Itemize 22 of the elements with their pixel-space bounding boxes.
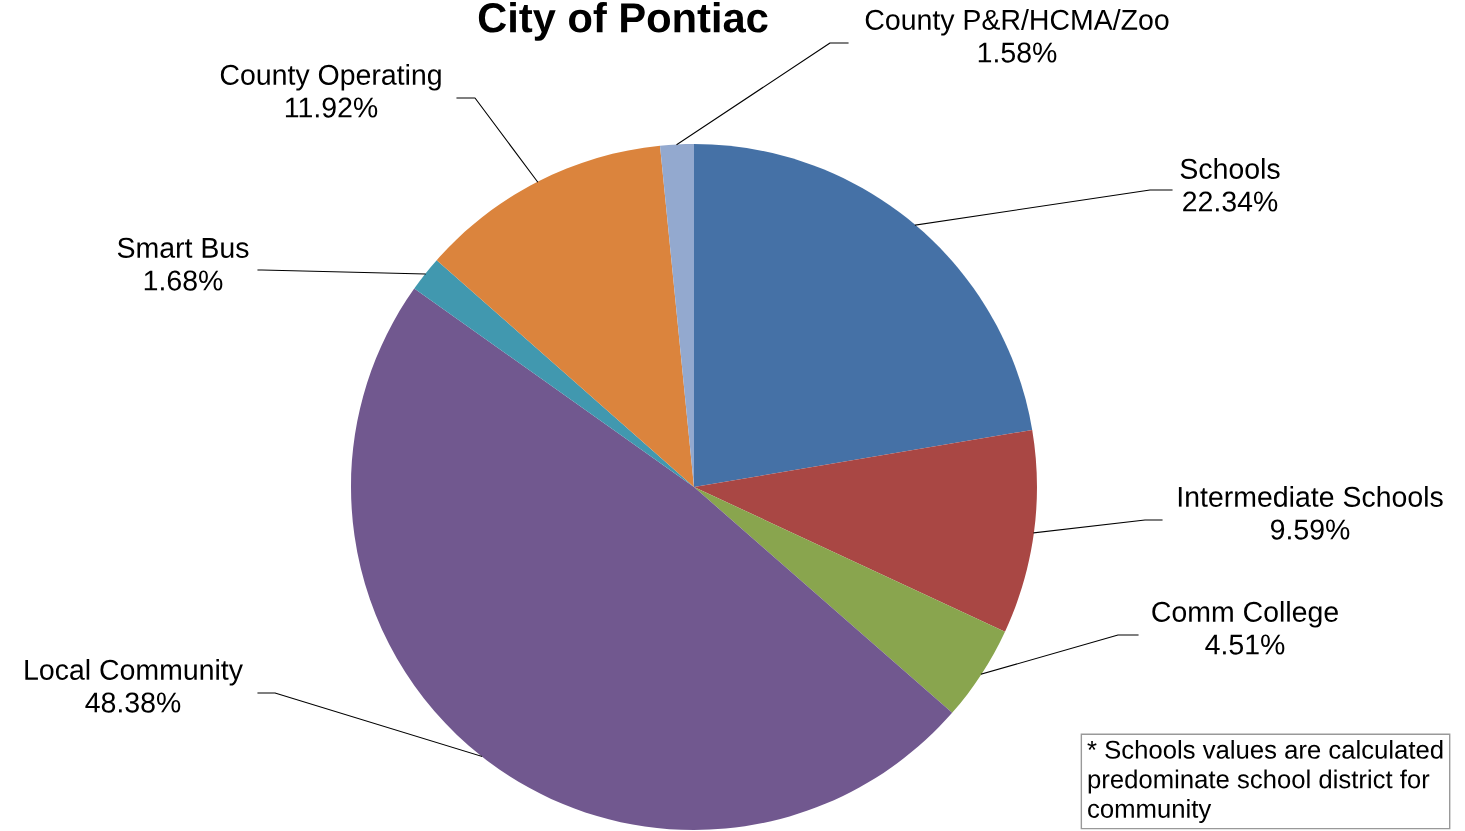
text: * Schools values are calculated predominate school district for community (1087, 739, 1443, 823)
data-label: 9.59% (1270, 519, 1350, 540)
data-label: 4.51% (1205, 634, 1285, 655)
data-label: 1.58% (978, 42, 1057, 63)
slice-label: Comm College (1152, 601, 1338, 628)
pie-slice (694, 487, 1005, 713)
pie-slice (694, 144, 1033, 487)
chart-title: City of Pontiac (478, 2, 768, 41)
pie-slice (414, 260, 694, 487)
data-label: 11.92% (285, 97, 378, 118)
data-label: 22.34% (1183, 191, 1278, 212)
slice-label: Intermediate Schools (1178, 486, 1443, 507)
data-label: 48.38% (85, 692, 181, 713)
data-label: 1.68% (144, 270, 223, 291)
slice-label: County Operating (220, 64, 441, 91)
pie-slice (436, 145, 694, 487)
pie-slice (694, 429, 1037, 632)
slice-label: Smart Bus (117, 237, 249, 258)
slice-label: Schools (1180, 158, 1280, 179)
slice-label: Local Community (25, 659, 243, 686)
pie-slice (351, 288, 953, 830)
slice-label: County P&R/HCMA/Zoo (865, 9, 1169, 36)
